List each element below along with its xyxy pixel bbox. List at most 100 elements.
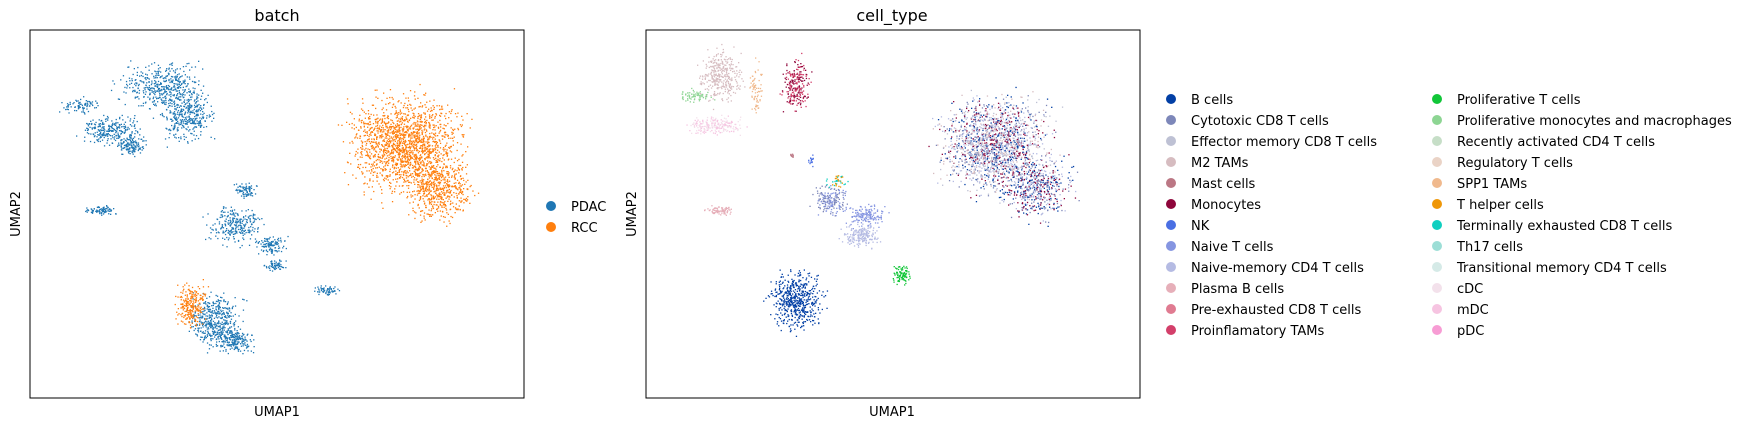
scatter-point <box>138 145 140 147</box>
scatter-point <box>245 223 247 225</box>
scatter-point <box>231 226 233 229</box>
scatter-point <box>194 311 196 313</box>
scatter-point <box>274 260 276 262</box>
scatter-point <box>191 326 193 328</box>
scatter-point <box>425 187 427 189</box>
scatter-point <box>461 169 463 171</box>
scatter-point <box>421 124 423 126</box>
scatter-point <box>179 123 182 126</box>
scatter-point <box>436 189 438 191</box>
scatter-point <box>326 290 328 292</box>
scatter-point <box>182 309 184 311</box>
scatter-point <box>447 104 449 106</box>
scatter-point <box>446 180 449 182</box>
scatter-point <box>172 112 174 114</box>
scatter-point <box>220 334 222 336</box>
scatter-point <box>332 291 334 293</box>
scatter-point <box>186 307 189 310</box>
scatter-point <box>400 102 402 104</box>
scatter-point <box>103 145 106 147</box>
scatter-point <box>167 106 169 108</box>
scatter-point <box>242 193 244 195</box>
scatter-point <box>433 187 435 189</box>
scatter-point <box>445 209 448 211</box>
scatter-point <box>173 101 175 103</box>
scatter-point <box>185 304 188 306</box>
scatter-point <box>420 172 422 174</box>
scatter-point <box>377 153 380 155</box>
scatter-point <box>355 177 357 179</box>
scatter-point <box>216 312 219 315</box>
scatter-point <box>257 231 259 233</box>
scatter-point <box>246 187 248 190</box>
scatter-point <box>178 137 180 139</box>
scatter-point <box>451 168 453 171</box>
scatter-point <box>232 212 234 215</box>
scatter-point <box>91 210 93 212</box>
scatter-point <box>428 114 431 116</box>
scatter-point <box>180 87 182 89</box>
scatter-point <box>167 84 170 87</box>
scatter-point <box>83 140 86 142</box>
scatter-point <box>212 346 214 348</box>
scatter-point <box>180 320 183 322</box>
scatter-point <box>421 159 424 162</box>
scatter-point <box>209 302 211 305</box>
scatter-point <box>168 79 170 82</box>
scatter-point <box>453 176 455 178</box>
scatter-point <box>217 312 219 314</box>
scatter-point <box>162 86 164 88</box>
scatter-point <box>138 89 141 92</box>
scatter-point <box>203 338 205 341</box>
scatter-point <box>418 157 420 160</box>
scatter-point <box>171 118 173 120</box>
scatter-point <box>360 126 362 128</box>
scatter-point <box>197 97 199 99</box>
scatter-point <box>425 134 427 136</box>
scatter-point <box>396 147 399 150</box>
scatter-point <box>99 211 101 213</box>
scatter-point <box>393 122 395 125</box>
scatter-point <box>214 327 216 329</box>
scatter-point <box>183 99 186 101</box>
scatter-point <box>416 190 418 192</box>
scatter-point <box>412 112 414 114</box>
scatter-point <box>114 136 116 138</box>
scatter-point <box>155 77 157 79</box>
scatter-point <box>426 182 428 184</box>
scatter-point <box>186 296 188 298</box>
scatter-point <box>453 192 455 194</box>
scatter-point <box>134 127 136 129</box>
scatter-point <box>135 146 137 149</box>
scatter-point <box>395 111 397 114</box>
scatter-point <box>191 119 194 122</box>
scatter-point <box>206 321 208 323</box>
scatter-point <box>170 63 172 65</box>
scatter-point <box>74 106 76 108</box>
scatter-point <box>200 134 202 136</box>
scatter-point <box>198 60 200 62</box>
scatter-point <box>118 127 121 129</box>
scatter-point <box>383 166 385 168</box>
scatter-point <box>437 182 439 184</box>
scatter-point <box>455 182 457 184</box>
scatter-point <box>383 92 385 94</box>
scatter-point <box>225 229 227 232</box>
scatter-point <box>121 114 123 117</box>
scatter-point <box>246 346 248 348</box>
scatter-point <box>76 135 78 137</box>
scatter-point <box>440 194 442 196</box>
scatter-point <box>100 120 102 122</box>
scatter-point <box>99 208 101 211</box>
scatter-point <box>229 332 231 334</box>
scatter-point <box>225 339 227 342</box>
scatter-point <box>376 137 378 139</box>
scatter-point <box>236 188 238 191</box>
scatter-point <box>398 124 400 126</box>
scatter-point <box>415 157 417 159</box>
scatter-point <box>274 265 277 267</box>
scatter-point <box>430 194 432 196</box>
scatter-point <box>433 158 435 160</box>
scatter-point <box>219 329 221 331</box>
scatter-point <box>246 191 248 194</box>
